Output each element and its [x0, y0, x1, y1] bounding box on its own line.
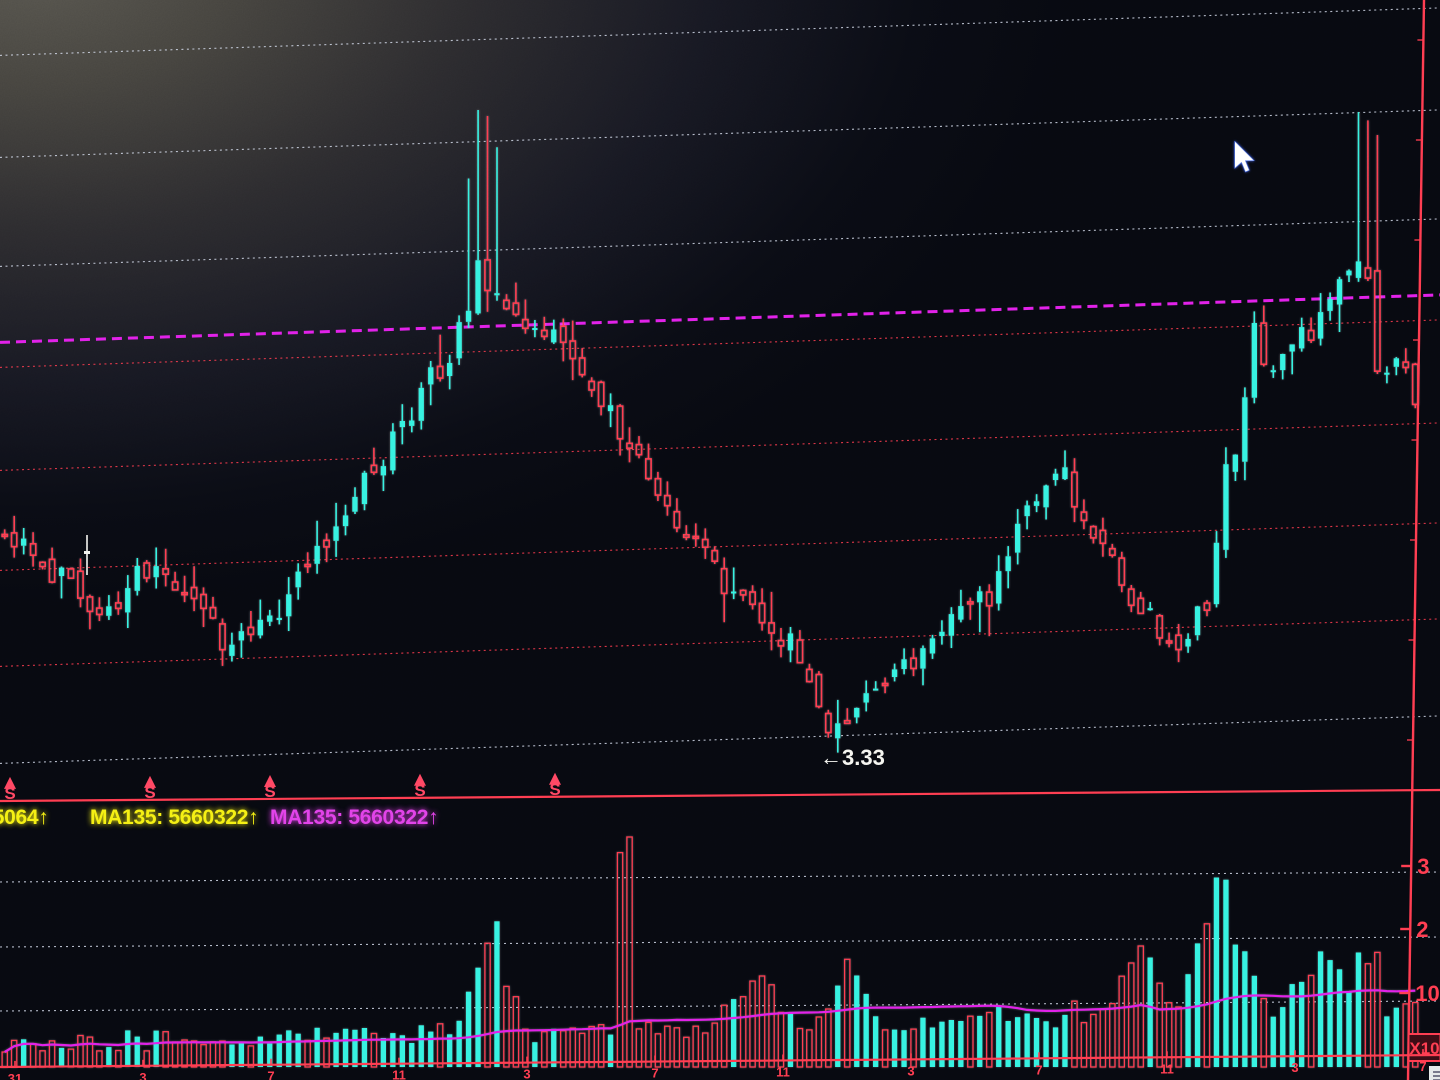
svg-text:3: 3 [523, 1067, 530, 1080]
svg-text:7: 7 [651, 1066, 658, 1080]
svg-text:11: 11 [1160, 1061, 1174, 1076]
svg-text:7: 7 [1419, 1059, 1426, 1074]
svg-text:7: 7 [267, 1069, 274, 1080]
svg-text:11: 11 [776, 1065, 790, 1080]
svg-text:7: 7 [1035, 1062, 1042, 1077]
svg-text:3: 3 [1291, 1060, 1298, 1075]
svg-text:3: 3 [907, 1063, 914, 1078]
svg-text:31: 31 [8, 1071, 22, 1080]
svg-text:11: 11 [392, 1068, 406, 1080]
svg-text:3: 3 [139, 1070, 146, 1080]
